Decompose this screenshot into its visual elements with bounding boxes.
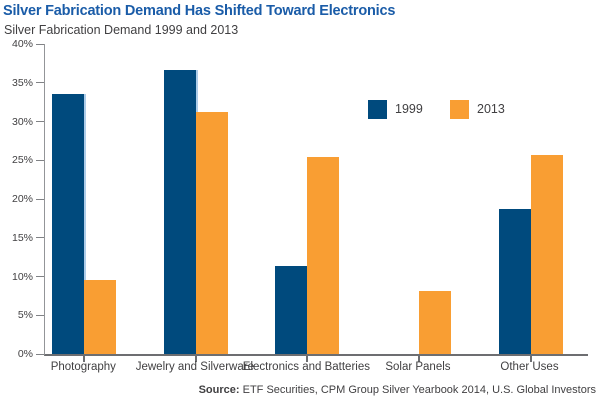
x-axis-tick-mark bbox=[417, 356, 420, 362]
y-axis-tick-label: 10% bbox=[11, 270, 33, 283]
x-axis-label-solar-panels: Solar Panels bbox=[385, 361, 451, 373]
y-axis-tick-label: 20% bbox=[11, 193, 33, 205]
x-axis-tick-mark bbox=[529, 356, 532, 362]
bar-2013-electronics-and-batteries bbox=[307, 157, 340, 354]
y-axis-tick-mark bbox=[36, 82, 44, 84]
bar-2013-photography bbox=[84, 280, 117, 354]
bar-2013-solar-panels bbox=[418, 291, 451, 354]
source-label: Source: bbox=[198, 384, 240, 396]
y-axis-tick-mark bbox=[36, 276, 44, 277]
y-axis-tick-label: 15% bbox=[11, 231, 33, 244]
legend-label-1999: 1999 bbox=[395, 102, 423, 116]
y-axis-tick-mark bbox=[36, 198, 44, 200]
bar-1999-other-uses bbox=[498, 209, 531, 354]
x-axis-label-photography: Photography bbox=[50, 361, 116, 373]
y-axis-tick-label: 0% bbox=[17, 348, 33, 360]
bar-1999-photography bbox=[52, 94, 85, 354]
chart-subtitle: Silver Fabrication Demand 1999 and 2013 bbox=[4, 23, 239, 37]
bar-1999-electronics-and-batteries bbox=[275, 266, 308, 354]
y-axis-tick-mark bbox=[36, 237, 44, 239]
legend-swatch-1999 bbox=[368, 100, 387, 119]
y-axis-tick-label: 40% bbox=[11, 38, 33, 50]
source-text: ETF Securities, CPM Group Silver Yearboo… bbox=[239, 384, 596, 396]
bar-chart-plot-area bbox=[44, 44, 588, 356]
bar-2013-other-uses bbox=[530, 154, 563, 354]
bar-1999-jewelry-and-silverware bbox=[163, 70, 196, 354]
y-axis-tick-mark bbox=[36, 353, 44, 355]
y-axis-tick-label: 5% bbox=[17, 309, 33, 322]
y-axis-tick-mark bbox=[36, 314, 44, 316]
y-axis-tick-label: 35% bbox=[11, 76, 33, 89]
chart-title: Silver Fabrication Demand Has Shifted To… bbox=[3, 3, 396, 19]
y-axis-tick-mark bbox=[36, 43, 44, 45]
x-axis-tick-mark bbox=[194, 356, 197, 362]
y-axis-tick-mark bbox=[36, 121, 44, 122]
x-axis-label-electronics-and-batteries: Electronics and Batteries bbox=[242, 361, 370, 373]
x-axis-tick-mark bbox=[83, 356, 86, 362]
legend-swatch-2013 bbox=[450, 100, 469, 119]
legend-label-2013: 2013 bbox=[477, 102, 505, 116]
y-axis-tick-label: 25% bbox=[11, 154, 33, 167]
y-axis-tick-mark bbox=[36, 159, 44, 161]
y-axis-tick-label: 30% bbox=[11, 115, 33, 128]
source-note: Source: ETF Securities, CPM Group Silver… bbox=[199, 384, 596, 396]
x-axis-tick-mark bbox=[306, 356, 309, 362]
bar-2013-jewelry-and-silverware bbox=[195, 112, 228, 354]
x-axis-label-jewelry-and-silverware: Jewelry and Silverware bbox=[135, 361, 254, 373]
x-axis-label-other-uses: Other Uses bbox=[500, 361, 559, 373]
